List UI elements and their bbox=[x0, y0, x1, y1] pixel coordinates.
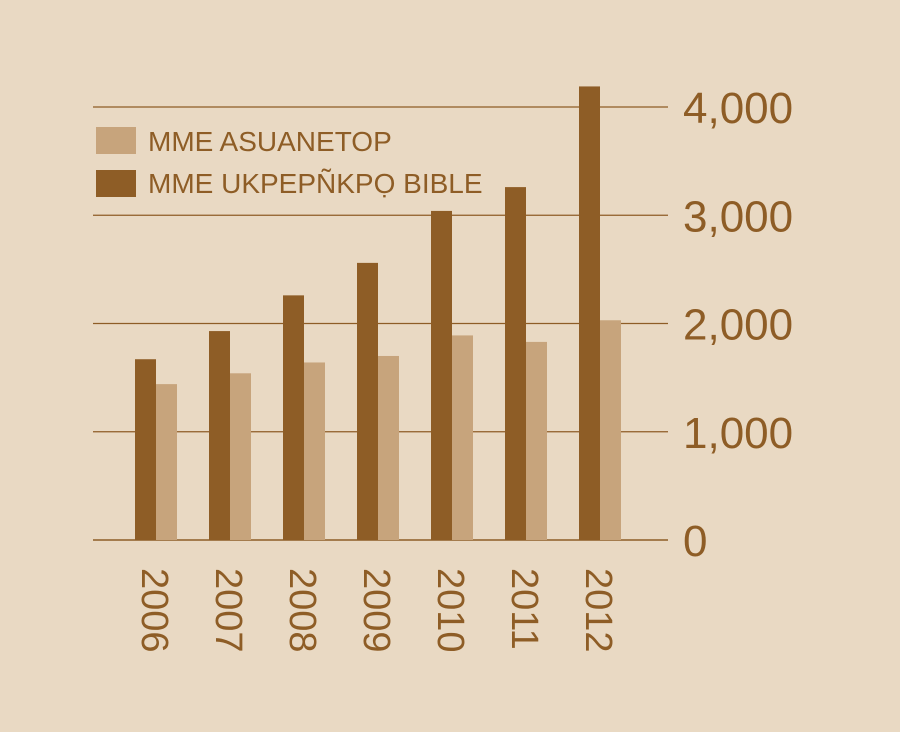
legend-swatch-light bbox=[96, 127, 136, 154]
x-tick-label: 2007 bbox=[207, 568, 249, 653]
x-tick-label: 2008 bbox=[281, 568, 323, 653]
bar-2009-dark bbox=[357, 262, 378, 540]
legend-label-light: MME ASUANETOP bbox=[148, 126, 392, 157]
bar-2010-light bbox=[452, 335, 473, 540]
bar-2012-dark bbox=[579, 86, 600, 541]
x-tick-label: 2011 bbox=[503, 568, 545, 650]
legend-swatch-dark bbox=[96, 170, 136, 197]
x-tick-label: 2012 bbox=[577, 568, 619, 653]
y-tick-label: 3,000 bbox=[683, 192, 793, 241]
bar-2008-light bbox=[304, 362, 325, 540]
bar-2007-light bbox=[230, 373, 251, 540]
bar-2007-dark bbox=[209, 331, 230, 540]
y-tick-label: 4,000 bbox=[683, 84, 793, 133]
y-tick-label: 2,000 bbox=[683, 301, 793, 350]
bar-2008-dark bbox=[283, 295, 304, 540]
y-axis-ticks: 0 1,000 2,000 3,000 4,000 bbox=[683, 84, 793, 566]
y-tick-label: 0 bbox=[683, 517, 707, 566]
bar-2012-light bbox=[600, 320, 621, 540]
bar-2010-dark bbox=[431, 210, 452, 541]
bar-2006-light bbox=[156, 384, 177, 540]
x-tick-label: 2006 bbox=[133, 568, 175, 653]
bar-2011-dark bbox=[505, 187, 526, 541]
bars bbox=[135, 86, 621, 541]
legend-label-dark: MME UKPEPÑKPỌ BIBLE bbox=[148, 168, 483, 199]
bar-2006-dark bbox=[135, 359, 156, 540]
bar-2009-light bbox=[378, 355, 399, 540]
bar-2011-light bbox=[526, 341, 547, 540]
y-tick-label: 1,000 bbox=[683, 409, 793, 458]
legend: MME ASUANETOP MME UKPEPÑKPỌ BIBLE bbox=[96, 126, 483, 199]
x-tick-label: 2010 bbox=[429, 568, 471, 653]
x-tick-label: 2009 bbox=[355, 568, 397, 653]
x-axis-ticks: 2006 2007 2008 2009 2010 2011 2012 bbox=[133, 568, 619, 653]
